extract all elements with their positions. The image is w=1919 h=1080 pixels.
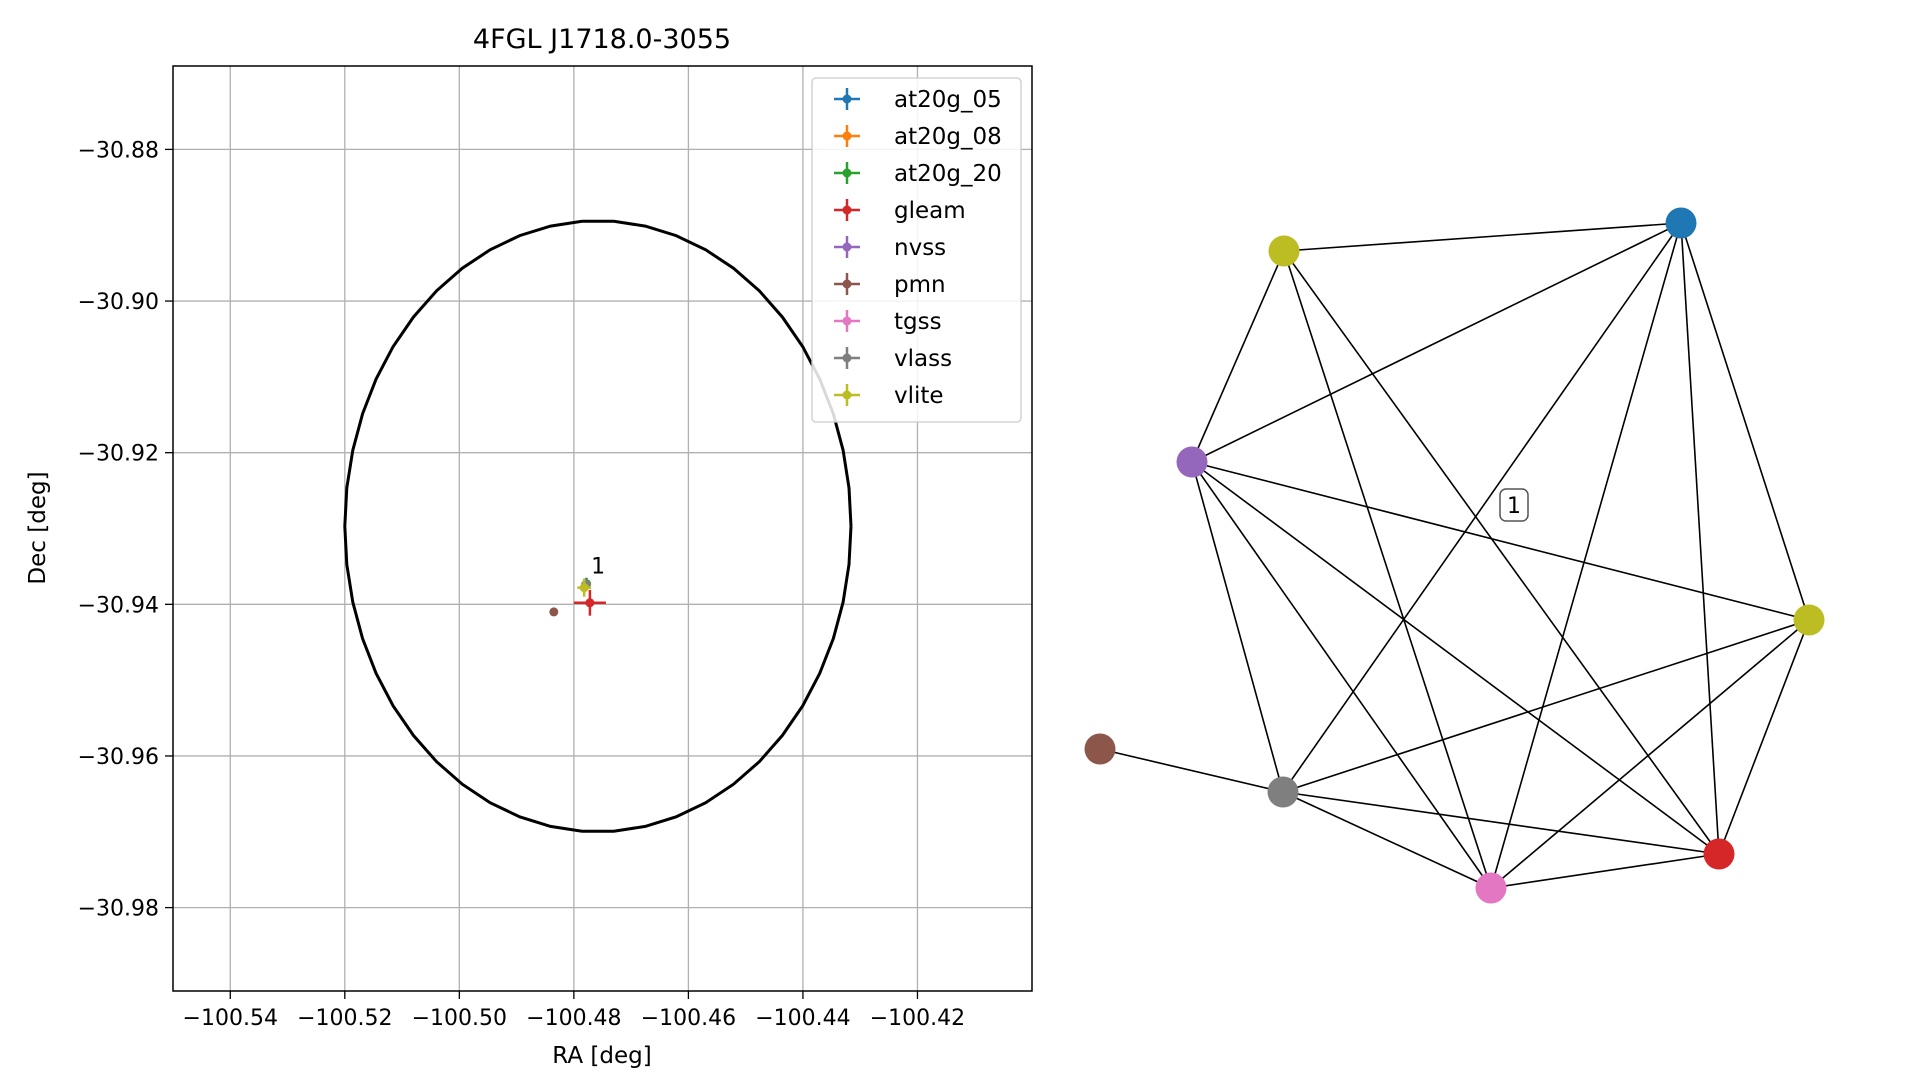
x-tick-label: −100.42 bbox=[870, 1006, 965, 1031]
edge-pink-red bbox=[1490, 853, 1720, 889]
legend-box bbox=[811, 77, 1022, 423]
legend-entry-gleam: gleam bbox=[834, 198, 966, 224]
graph-nodes bbox=[1084, 207, 1825, 904]
edge-olive-top-pink bbox=[1283, 250, 1492, 889]
node-brown bbox=[1084, 733, 1116, 765]
edge-olive-right-red bbox=[1718, 619, 1810, 855]
legend-label: gleam bbox=[894, 198, 966, 224]
legend-label: vlite bbox=[894, 383, 944, 409]
legend-label: vlass bbox=[894, 346, 952, 372]
legend-label: tgss bbox=[894, 309, 942, 335]
edge-blue-top-red bbox=[1680, 222, 1720, 855]
node-purple bbox=[1176, 446, 1208, 478]
y-tick-label: −30.98 bbox=[78, 897, 159, 922]
edge-olive-top-red bbox=[1283, 250, 1720, 855]
legend-label: nvss bbox=[894, 235, 946, 261]
error-ellipse bbox=[343, 219, 853, 833]
edge-olive-right-pink bbox=[1490, 619, 1810, 889]
legend-entry-at20g_05: at20g_05 bbox=[834, 87, 1002, 113]
marker bbox=[585, 598, 595, 608]
data-points: 1 bbox=[549, 555, 606, 617]
x-tick-label: −100.46 bbox=[641, 1006, 736, 1031]
edge-olive-top-blue-top bbox=[1283, 222, 1682, 252]
graph-label-text: 1 bbox=[1507, 494, 1521, 519]
y-tick-label: −30.94 bbox=[78, 593, 159, 618]
edge-purple-gray bbox=[1191, 461, 1284, 793]
edge-blue-top-pink bbox=[1490, 222, 1682, 889]
graph-edges bbox=[1099, 222, 1810, 889]
edge-gray-red bbox=[1282, 791, 1720, 855]
node-olive-right bbox=[1793, 604, 1825, 636]
node-pink bbox=[1475, 872, 1507, 904]
x-tick-label: −100.44 bbox=[755, 1006, 850, 1031]
node-red bbox=[1703, 838, 1735, 870]
legend-marker-dot bbox=[842, 168, 852, 178]
legend-entry-at20g_08: at20g_08 bbox=[834, 124, 1002, 150]
legend-label: pmn bbox=[894, 272, 946, 298]
edge-purple-red bbox=[1191, 461, 1720, 855]
node-olive-top bbox=[1268, 235, 1300, 267]
x-tick-label: −100.50 bbox=[412, 1006, 507, 1031]
legend-marker-dot bbox=[842, 94, 852, 104]
legend-marker-dot bbox=[842, 279, 852, 289]
y-tick-label: −30.88 bbox=[78, 138, 159, 163]
legend-marker-dot bbox=[842, 353, 852, 363]
ellipse-outline bbox=[343, 219, 853, 833]
legend-entry-nvss: nvss bbox=[834, 235, 946, 261]
edge-brown-gray bbox=[1099, 748, 1284, 793]
legend-marker-dot bbox=[842, 131, 852, 141]
legend-label: at20g_08 bbox=[894, 124, 1002, 150]
x-tick-label: −100.52 bbox=[297, 1006, 392, 1031]
graph-label-box: 1 bbox=[1499, 488, 1529, 522]
y-axis-label: Dec [deg] bbox=[25, 471, 51, 584]
edge-olive-top-purple bbox=[1191, 250, 1285, 463]
y-tick-label: −30.96 bbox=[78, 745, 159, 770]
edge-purple-blue-top bbox=[1191, 222, 1682, 463]
legend-entry-vlite: vlite bbox=[834, 383, 944, 409]
node-gray bbox=[1267, 776, 1299, 808]
y-ticks: −30.88 −30.90 −30.92 −30.94 −30.96 −30.98 bbox=[78, 138, 173, 922]
legend-entry-pmn: pmn bbox=[834, 272, 946, 298]
edge-blue-top-olive-right bbox=[1680, 222, 1810, 621]
legend-label: at20g_05 bbox=[894, 87, 1002, 113]
plot-frame bbox=[172, 65, 1033, 992]
point-annotation: 1 bbox=[591, 555, 605, 580]
grid-lines bbox=[173, 66, 1032, 991]
edge-olive-right-gray bbox=[1282, 619, 1810, 793]
legend-marker-dot bbox=[842, 316, 852, 326]
left-chart: 4FGL J1718.0-3055 1 −100.54 −100.52 −100.5… bbox=[25, 24, 1033, 1069]
edge-blue-top-gray bbox=[1282, 222, 1682, 793]
marker bbox=[549, 607, 559, 617]
legend-marker-dot bbox=[842, 390, 852, 400]
point-pmn bbox=[549, 607, 559, 617]
legend-entry-tgss: tgss bbox=[834, 309, 942, 335]
node-blue-top bbox=[1665, 207, 1697, 239]
point-vlite bbox=[577, 578, 592, 597]
legend-entry-at20g_20: at20g_20 bbox=[834, 161, 1002, 187]
edge-gray-pink bbox=[1282, 791, 1492, 889]
point-gleam bbox=[573, 589, 606, 616]
edge-purple-pink bbox=[1191, 461, 1492, 889]
edge-purple-olive-right bbox=[1191, 461, 1810, 621]
x-axis-label: RA [deg] bbox=[552, 1043, 651, 1069]
legend-marker-dot bbox=[842, 205, 852, 215]
x-ticks: −100.54 −100.52 −100.50 −100.48 −100.46 −100.… bbox=[183, 991, 965, 1031]
network-graph: 1 bbox=[1084, 207, 1825, 904]
legend-marker-dot bbox=[842, 242, 852, 252]
y-tick-label: −30.92 bbox=[78, 442, 159, 467]
chart-title: 4FGL J1718.0-3055 bbox=[473, 24, 731, 55]
x-tick-label: −100.48 bbox=[526, 1006, 621, 1031]
marker bbox=[579, 583, 589, 593]
y-tick-label: −30.90 bbox=[78, 290, 159, 315]
x-tick-label: −100.54 bbox=[183, 1006, 278, 1031]
legend-label: at20g_20 bbox=[894, 161, 1002, 187]
legend-entry-vlass: vlass bbox=[834, 346, 952, 372]
